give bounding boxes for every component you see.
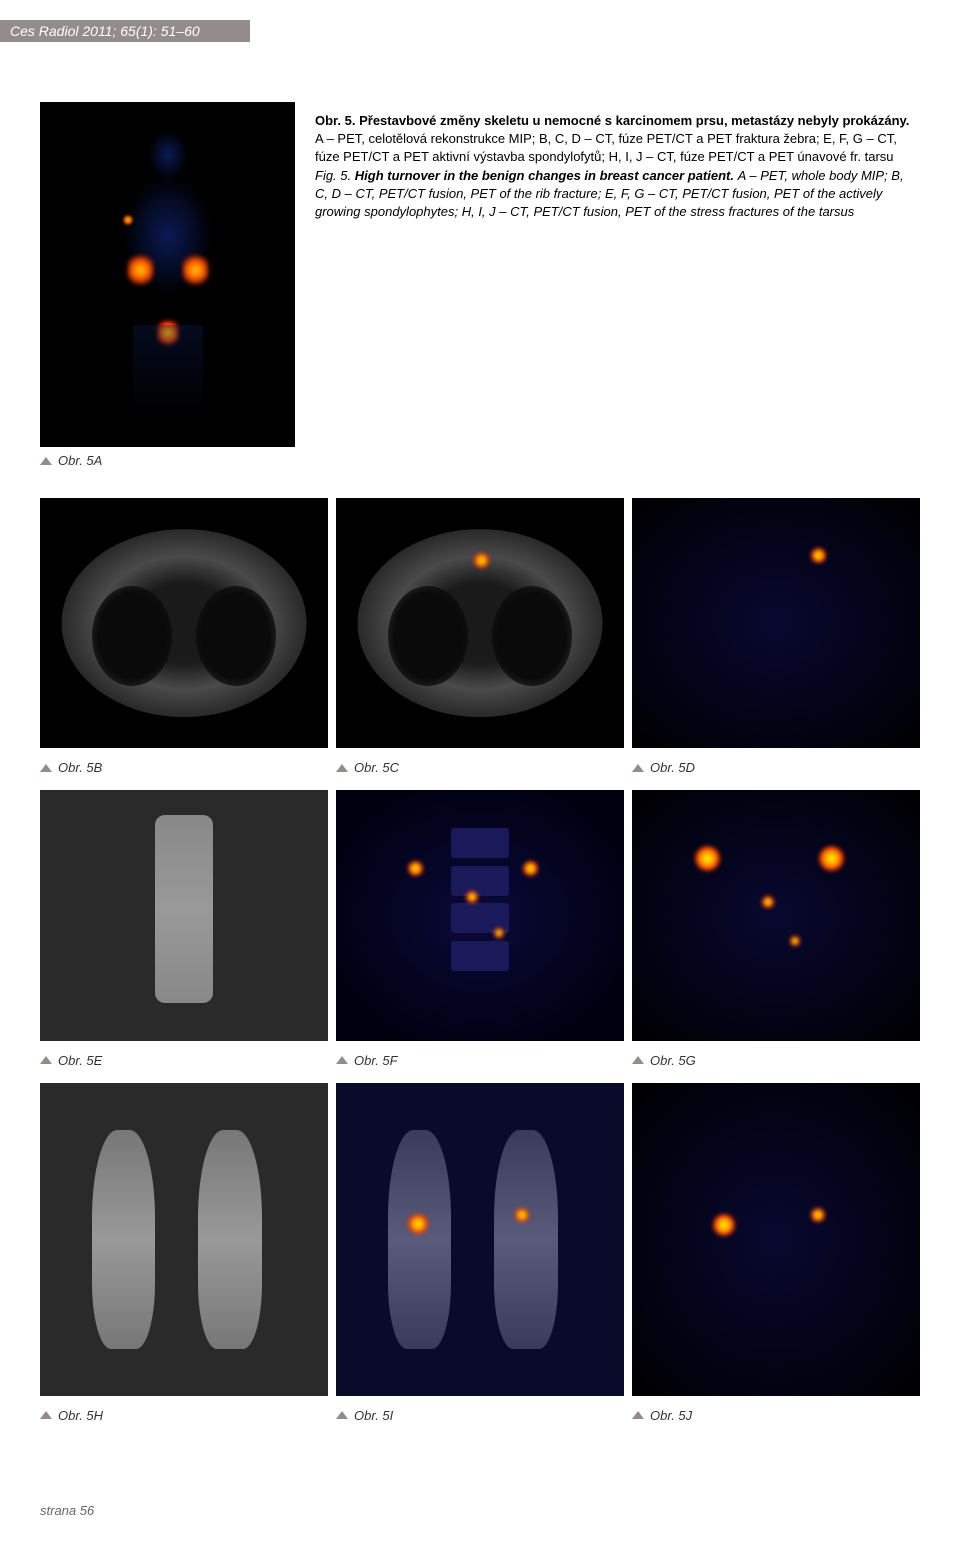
caption-en-title: High turnover in the benign changes in b… (355, 168, 734, 183)
figure-5g-label: Obr. 5G (632, 1053, 920, 1068)
figure-label-text: Obr. 5E (58, 1053, 102, 1068)
figure-label-text: Obr. 5C (354, 760, 399, 775)
figure-5b-label: Obr. 5B (40, 760, 328, 775)
triangle-icon (632, 1056, 644, 1064)
figure-5d-label: Obr. 5D (632, 760, 920, 775)
figure-label-text: Obr. 5G (650, 1053, 696, 1068)
figure-5b-ct-chest (40, 498, 328, 748)
triangle-icon (632, 1411, 644, 1419)
journal-citation-header: Ces Radiol 2011; 65(1): 51–60 (0, 20, 250, 42)
page-number: strana 56 (40, 1503, 920, 1518)
figure-5g-pet-spine (632, 790, 920, 1040)
figure-5e-ct-spine (40, 790, 328, 1040)
caption-cz-title: Přestavbové změny skeletu u nemocné s ka… (359, 113, 909, 128)
figure-label-text: Obr. 5J (650, 1408, 692, 1423)
triangle-icon (336, 1056, 348, 1064)
figure-5e-label: Obr. 5E (40, 1053, 328, 1068)
triangle-icon (336, 1411, 348, 1419)
figure-5d-pet-chest (632, 498, 920, 748)
triangle-icon (632, 764, 644, 772)
figure-5c-petct-fusion-chest (336, 498, 624, 748)
figure-5h-ct-tarsus (40, 1083, 328, 1396)
figure-5j-label: Obr. 5J (632, 1408, 920, 1423)
figure-label-text: Obr. 5H (58, 1408, 103, 1423)
figure-5j-pet-tarsus (632, 1083, 920, 1396)
figure-5a-row: Obr. 5A Obr. 5. Přestavbové změny skelet… (40, 102, 920, 468)
figure-5-caption: Obr. 5. Přestavbové změny skeletu u nemo… (315, 102, 920, 468)
figure-label-text: Obr. 5B (58, 760, 102, 775)
figure-label-text: Obr. 5F (354, 1053, 398, 1068)
figure-label-text: Obr. 5A (58, 453, 102, 468)
triangle-icon (40, 764, 52, 772)
triangle-icon (40, 457, 52, 465)
figure-5f-petct-spine (336, 790, 624, 1040)
triangle-icon (40, 1056, 52, 1064)
figure-5f-label: Obr. 5F (336, 1053, 624, 1068)
triangle-icon (336, 764, 348, 772)
triangle-icon (40, 1411, 52, 1419)
figure-5a-label: Obr. 5A (40, 453, 295, 468)
caption-en-label: Fig. 5. (315, 168, 351, 183)
figure-5a-pet-mip (40, 102, 295, 447)
figure-label-text: Obr. 5I (354, 1408, 393, 1423)
caption-cz-body: A – PET, celotělová rekonstrukce MIP; B,… (315, 131, 897, 164)
figure-5c-label: Obr. 5C (336, 760, 624, 775)
figure-5h-label: Obr. 5H (40, 1408, 328, 1423)
caption-cz-label: Obr. 5. (315, 113, 355, 128)
figure-label-text: Obr. 5D (650, 760, 695, 775)
figure-5i-petct-tarsus (336, 1083, 624, 1396)
figure-5i-label: Obr. 5I (336, 1408, 624, 1423)
